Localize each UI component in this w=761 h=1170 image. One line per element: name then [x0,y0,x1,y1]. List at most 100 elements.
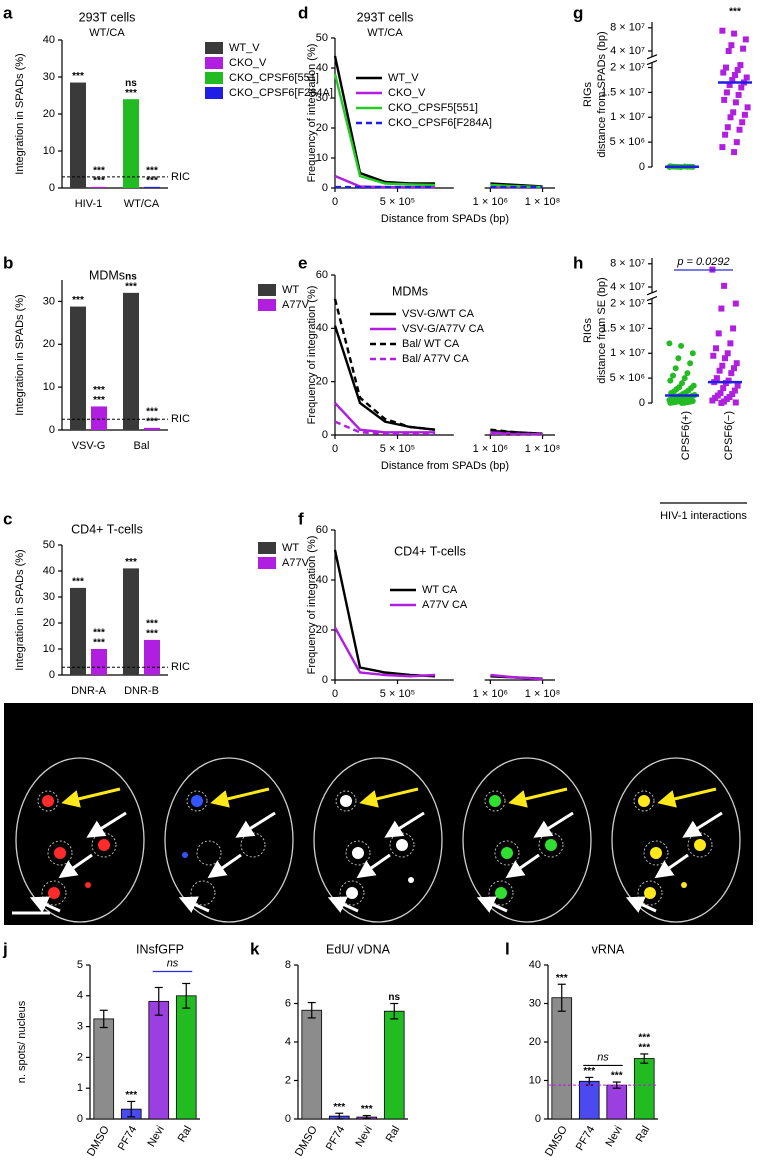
significance-label: ns [388,992,400,1003]
y-tick-label: 8 [285,959,291,971]
point [716,367,723,374]
significance-label: *** [72,71,84,82]
y-tick-label: 20 [529,1036,541,1048]
point [679,400,685,406]
legend-label: WT_V [388,72,419,84]
panel-letter: k [250,939,260,958]
y-tick-label: 40 [316,62,328,74]
y-tick-label: 0 [322,182,328,194]
significance-label: *** [93,385,105,396]
x-axis-label: Distance from SPADs (bp) [381,213,509,225]
x-tick-label: Ral [176,1124,195,1144]
panel-letter: f [298,509,304,528]
legend-swatch [258,542,276,554]
point [721,96,728,103]
reference-label: RIC [171,171,190,183]
panel-letter: j [2,939,8,958]
spot-outline [190,880,216,906]
significance-label: ns [125,271,137,282]
arrow [384,811,425,838]
legend-label: A77V [282,299,310,311]
arrow [533,811,574,838]
bar [91,186,107,188]
x-tick-label: Bal [134,440,150,452]
y-tick-label: 10 [43,381,55,393]
y-tick-label: 20 [316,122,328,134]
channel-label: vRNA [362,719,393,733]
x-tick-label: 1 × 10⁸ [525,688,561,700]
point [718,400,725,406]
y-tick-label: 0 [77,1113,83,1125]
point [681,375,688,382]
significance-label: *** [146,166,158,177]
significance-label: *** [146,176,158,187]
spot [98,839,110,851]
bar [123,292,139,430]
y-axis-label: RIGs [582,317,594,343]
y-tick-label: 50 [43,539,55,551]
y-tick-label: 1 [77,1082,83,1094]
y-tick-label: 20 [316,624,328,636]
legend-swatch [258,284,276,296]
significance-label: *** [93,166,105,177]
y-tick-label: 40 [43,34,55,46]
point [729,77,736,83]
spot [501,847,513,859]
line [334,420,436,435]
arrow [505,853,540,879]
chart-title: EdU/ vDNA [326,942,391,956]
spot-outline [494,840,520,866]
x-tick-label: 5 × 10⁵ [380,688,415,700]
point [732,99,739,106]
chart-title: MDMs [89,268,125,282]
nucleus-outline [313,757,443,923]
bar [148,1000,170,1120]
bracket-label: p = 0.0292 [676,256,729,268]
spot [182,852,188,858]
bar [91,406,107,430]
x-tick-label: 0 [332,688,338,700]
x-tick-label: DNR-B [124,685,159,697]
y-tick-label: 5 × 10⁶ [610,136,645,148]
point [718,305,725,312]
y-tick-label: 0 [49,424,55,436]
line [490,673,543,681]
y-tick-label: 8 × 10⁷ [610,22,645,34]
bar [144,639,160,675]
panel-letter: d [298,3,308,22]
axis-break [646,290,658,296]
chart-subtitle: WT/CA [89,27,125,39]
x-tick-label: VSV-G [72,440,106,452]
point [719,27,726,34]
point [740,45,747,52]
y-tick-label: 40 [316,322,328,334]
panel-letter: a [3,3,13,22]
y-axis-label: RIGs [582,81,594,107]
arrow [210,787,270,808]
y-tick-label: 50 [316,32,328,44]
y-tick-label: 0 [49,669,55,681]
bracket-label: ns [167,957,179,969]
arrow [61,787,121,808]
significance-label: ns [125,78,137,89]
point [666,340,673,347]
legend-label: VSV-G/A77V CA [402,323,485,335]
arrow [356,853,391,879]
axis-break [646,60,658,66]
y-tick-label: 30 [43,295,55,307]
point [722,355,728,362]
channel-label: CDK9/ pS175 [192,719,266,733]
significance-label: *** [93,395,105,406]
chart-subtitle: WT/CA [367,27,403,39]
significance-label: *** [93,638,105,649]
y-tick-label: 20 [43,617,55,629]
x-tick-label: Ral [384,1124,403,1144]
legend-label: VSV-G/WT CA [402,308,475,320]
x-tick-label: 0 [332,196,338,208]
spot-outline [484,790,506,812]
significance-label: *** [638,1033,650,1044]
arrow [654,853,689,879]
x-tick-label: 0 [332,443,338,455]
y-tick-label: 4 × 10⁷ [610,45,645,57]
y-tick-label: 10 [316,152,328,164]
